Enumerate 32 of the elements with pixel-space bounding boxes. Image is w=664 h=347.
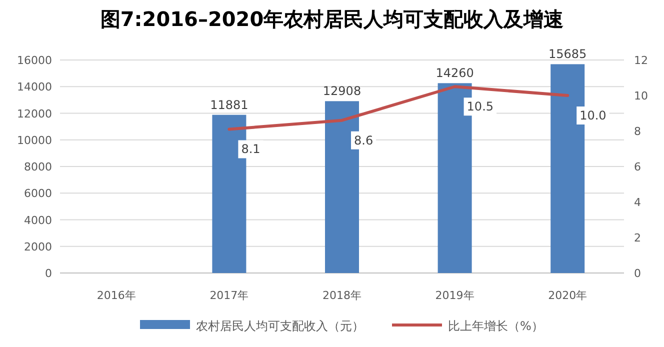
y-tick-label: 14000: [17, 80, 52, 94]
data-label: 11881: [210, 98, 248, 112]
y-tick-label: 6000: [24, 187, 52, 200]
y-tick-label: 4000: [24, 214, 52, 227]
data-label: 10.0: [580, 108, 606, 122]
y2-tick-label: 4: [634, 196, 641, 209]
y-tick-label: 12000: [17, 107, 52, 120]
y-tick-label: 2000: [24, 240, 52, 254]
legend-label: 农村居民人均可支配收入（元）: [196, 319, 364, 333]
y-tick-label: 8000: [24, 160, 52, 174]
x-tick-label: 2019年: [435, 289, 474, 302]
x-tick-label: 2018年: [322, 289, 362, 302]
y2-tick-label: 8: [634, 125, 641, 138]
x-tick-label: 2020年: [548, 289, 588, 302]
data-label: 15685: [548, 47, 587, 62]
data-label: 8.1: [241, 142, 260, 156]
y2-tick-label: 0: [634, 267, 641, 280]
y2-tick-label: 12: [634, 54, 648, 67]
y-tick-label: 10000: [17, 134, 52, 147]
data-label: 10.5: [466, 100, 494, 114]
y2-tick-label: 2: [634, 232, 641, 244]
data-label: 14260: [436, 66, 474, 80]
data-label: 12908: [322, 84, 362, 98]
x-tick-label: 2016年: [96, 289, 136, 302]
chart-title: 图7:2016–2020年农村居民人均可支配收入及增速: [100, 7, 564, 31]
legend-label: 比上年增长（%）: [448, 319, 544, 333]
y2-tick-label: 10: [634, 90, 648, 102]
x-tick-label: 2017年: [210, 289, 249, 302]
y-tick-label: 0: [45, 267, 52, 280]
y2-tick-label: 6: [634, 160, 641, 174]
y-tick-label: 16000: [17, 54, 52, 67]
data-label: 8.6: [354, 133, 374, 148]
